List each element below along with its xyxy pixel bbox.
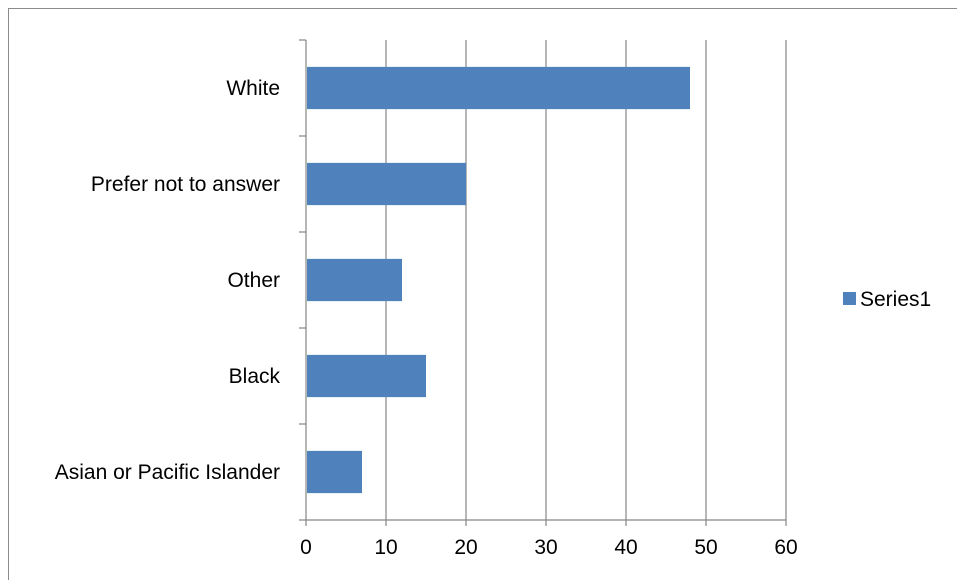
labels: 0 10 20 30 40 50 60 Asian or Pacific Islander Bl… bbox=[55, 77, 798, 559]
bar bbox=[307, 450, 362, 494]
category-label: Asian or Pacific Islander bbox=[55, 461, 280, 484]
bar bbox=[307, 66, 690, 110]
bar bbox=[307, 354, 426, 398]
x-tick-label: 0 bbox=[300, 536, 312, 559]
category-label: White bbox=[226, 77, 280, 100]
x-tick-label: 40 bbox=[614, 536, 637, 559]
category-label: Prefer not to answer bbox=[91, 173, 280, 196]
axes bbox=[299, 39, 787, 526]
legend-swatch-series1 bbox=[843, 292, 856, 305]
x-tick-label: 30 bbox=[534, 536, 557, 559]
bar bbox=[307, 258, 402, 302]
category-label: Black bbox=[229, 365, 281, 388]
x-tick-label: 10 bbox=[374, 536, 397, 559]
x-tick-label: 20 bbox=[454, 536, 477, 559]
x-tick-label: 60 bbox=[774, 536, 797, 559]
bars bbox=[307, 66, 690, 494]
legend: Series1 bbox=[843, 288, 931, 311]
gridlines bbox=[385, 40, 787, 520]
bar bbox=[307, 162, 466, 206]
category-label: Other bbox=[227, 269, 280, 292]
x-tick-label: 50 bbox=[694, 536, 717, 559]
legend-label-series1: Series1 bbox=[860, 288, 931, 311]
